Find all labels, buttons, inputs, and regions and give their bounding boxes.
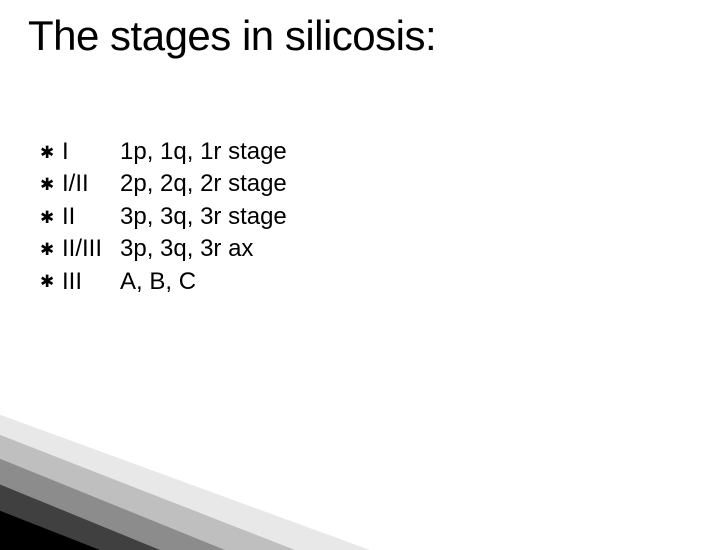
bullet-icon: ✱ <box>40 271 62 294</box>
stage-label: II <box>62 201 120 233</box>
list-item: ✱ II/III 3p, 3q, 3r ax <box>40 233 287 265</box>
stage-description: 3p, 3q, 3r ax <box>120 233 253 265</box>
bullet-icon: ✱ <box>40 174 62 197</box>
bullet-list: ✱ I 1p, 1q, 1r stage ✱ I/II 2p, 2q, 2r s… <box>40 136 287 298</box>
list-item: ✱ II 3p, 3q, 3r stage <box>40 201 287 233</box>
list-item: ✱ III A, B, C <box>40 266 287 298</box>
stage-description: 1p, 1q, 1r stage <box>120 136 287 168</box>
triangle-shape <box>0 380 370 550</box>
stage-description: 3p, 3q, 3r stage <box>120 201 287 233</box>
stage-label: I/II <box>62 168 120 200</box>
bullet-icon: ✱ <box>40 239 62 262</box>
corner-triangles-decoration <box>0 380 390 550</box>
page-title: The stages in silicosis: <box>28 12 436 60</box>
triangle-shape <box>0 392 295 550</box>
slide: The stages in silicosis: ✱ I 1p, 1q, 1r … <box>0 0 720 540</box>
stage-description: A, B, C <box>120 266 196 298</box>
stage-description: 2p, 2q, 2r stage <box>120 168 287 200</box>
bullet-icon: ✱ <box>40 142 62 165</box>
triangle-shape <box>0 428 160 550</box>
stage-label: II/III <box>62 233 120 265</box>
stage-label: I <box>62 136 120 168</box>
stage-label: III <box>62 266 120 298</box>
list-item: ✱ I 1p, 1q, 1r stage <box>40 136 287 168</box>
bullet-icon: ✱ <box>40 207 62 230</box>
list-item: ✱ I/II 2p, 2q, 2r stage <box>40 168 287 200</box>
triangle-shape <box>0 408 225 550</box>
triangle-shape <box>0 452 100 550</box>
